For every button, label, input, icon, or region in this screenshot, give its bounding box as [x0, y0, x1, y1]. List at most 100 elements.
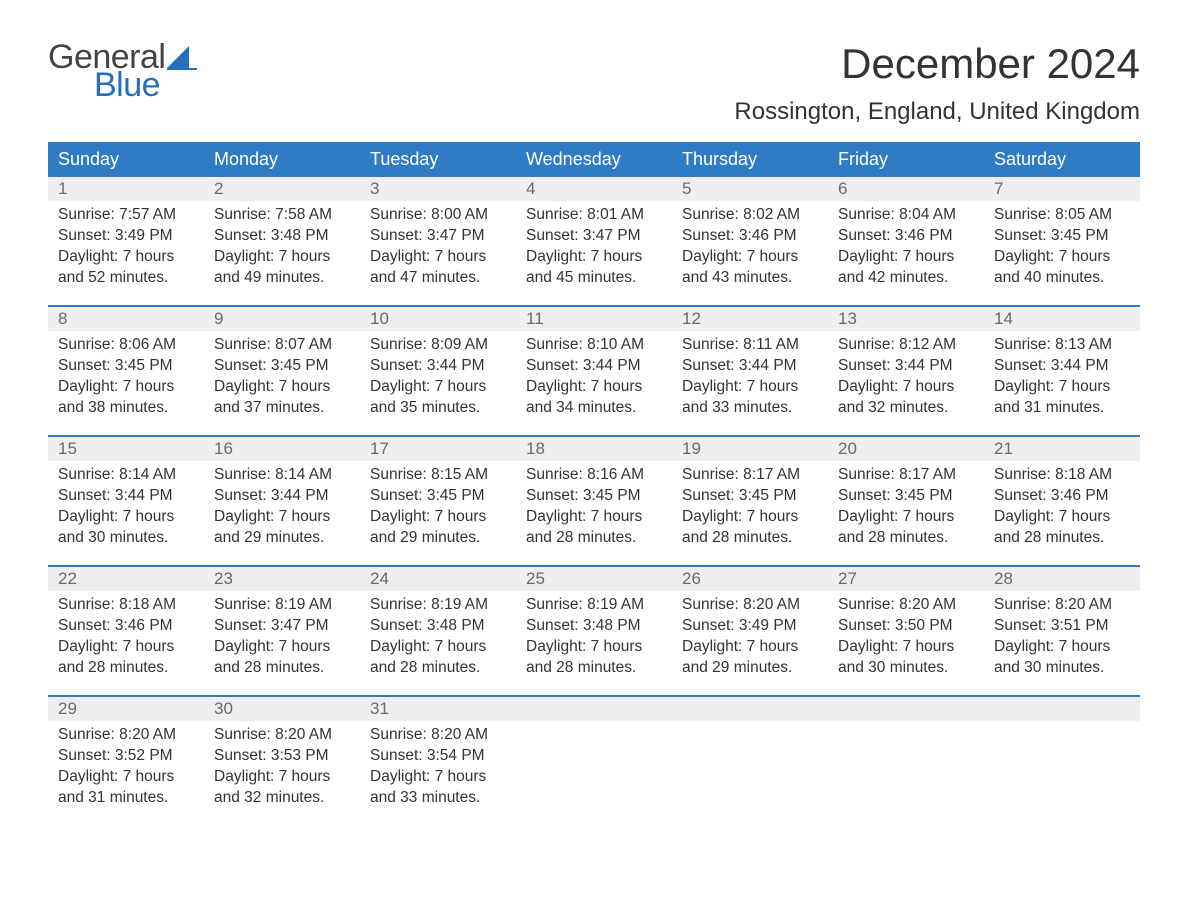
- detail-line: Sunset: 3:44 PM: [838, 356, 974, 377]
- detail-line: Sunset: 3:49 PM: [58, 226, 194, 247]
- detail-line: Sunrise: 8:09 AM: [370, 335, 506, 356]
- week-row: 15Sunrise: 8:14 AMSunset: 3:44 PMDayligh…: [48, 435, 1140, 565]
- day-number: 22: [48, 567, 204, 591]
- day-number: 5: [672, 177, 828, 201]
- detail-line: Daylight: 7 hours: [214, 247, 350, 268]
- day-number: 12: [672, 307, 828, 331]
- day-details: Sunrise: 8:19 AMSunset: 3:48 PMDaylight:…: [516, 591, 672, 679]
- detail-line: and 49 minutes.: [214, 268, 350, 289]
- detail-line: Sunrise: 8:20 AM: [214, 725, 350, 746]
- day-number: [828, 697, 984, 721]
- page-header: General Blue December 2024 Rossington, E…: [48, 40, 1140, 126]
- detail-line: Daylight: 7 hours: [58, 247, 194, 268]
- detail-line: Sunrise: 8:07 AM: [214, 335, 350, 356]
- detail-line: Sunrise: 8:04 AM: [838, 205, 974, 226]
- detail-line: Sunrise: 8:17 AM: [838, 465, 974, 486]
- detail-line: Daylight: 7 hours: [58, 377, 194, 398]
- day-cell: 12Sunrise: 8:11 AMSunset: 3:44 PMDayligh…: [672, 307, 828, 435]
- day-cell: [672, 697, 828, 825]
- day-number: 28: [984, 567, 1140, 591]
- day-cell: 21Sunrise: 8:18 AMSunset: 3:46 PMDayligh…: [984, 437, 1140, 565]
- day-details: Sunrise: 8:13 AMSunset: 3:44 PMDaylight:…: [984, 331, 1140, 419]
- day-cell: 16Sunrise: 8:14 AMSunset: 3:44 PMDayligh…: [204, 437, 360, 565]
- detail-line: Daylight: 7 hours: [214, 767, 350, 788]
- week-row: 8Sunrise: 8:06 AMSunset: 3:45 PMDaylight…: [48, 305, 1140, 435]
- detail-line: Daylight: 7 hours: [682, 507, 818, 528]
- day-number: 26: [672, 567, 828, 591]
- detail-line: Sunset: 3:44 PM: [58, 486, 194, 507]
- day-cell: 6Sunrise: 8:04 AMSunset: 3:46 PMDaylight…: [828, 177, 984, 305]
- detail-line: and 29 minutes.: [682, 658, 818, 679]
- detail-line: Sunrise: 8:19 AM: [370, 595, 506, 616]
- detail-line: and 40 minutes.: [994, 268, 1130, 289]
- detail-line: Sunset: 3:45 PM: [214, 356, 350, 377]
- detail-line: and 33 minutes.: [682, 398, 818, 419]
- detail-line: Sunrise: 8:19 AM: [214, 595, 350, 616]
- day-details: Sunrise: 7:58 AMSunset: 3:48 PMDaylight:…: [204, 201, 360, 289]
- day-cell: 22Sunrise: 8:18 AMSunset: 3:46 PMDayligh…: [48, 567, 204, 695]
- detail-line: Sunset: 3:47 PM: [214, 616, 350, 637]
- day-number: 27: [828, 567, 984, 591]
- detail-line: Sunset: 3:51 PM: [994, 616, 1130, 637]
- day-cell: 9Sunrise: 8:07 AMSunset: 3:45 PMDaylight…: [204, 307, 360, 435]
- day-cell: 27Sunrise: 8:20 AMSunset: 3:50 PMDayligh…: [828, 567, 984, 695]
- day-details: Sunrise: 8:20 AMSunset: 3:52 PMDaylight:…: [48, 721, 204, 809]
- day-details: Sunrise: 8:19 AMSunset: 3:48 PMDaylight:…: [360, 591, 516, 679]
- day-details: Sunrise: 8:06 AMSunset: 3:45 PMDaylight:…: [48, 331, 204, 419]
- detail-line: Sunrise: 8:05 AM: [994, 205, 1130, 226]
- day-cell: [828, 697, 984, 825]
- day-number: 29: [48, 697, 204, 721]
- detail-line: Sunrise: 8:20 AM: [994, 595, 1130, 616]
- day-details: Sunrise: 8:09 AMSunset: 3:44 PMDaylight:…: [360, 331, 516, 419]
- day-cell: 3Sunrise: 8:00 AMSunset: 3:47 PMDaylight…: [360, 177, 516, 305]
- detail-line: and 32 minutes.: [838, 398, 974, 419]
- day-cell: 7Sunrise: 8:05 AMSunset: 3:45 PMDaylight…: [984, 177, 1140, 305]
- day-cell: 30Sunrise: 8:20 AMSunset: 3:53 PMDayligh…: [204, 697, 360, 825]
- detail-line: Sunrise: 8:19 AM: [526, 595, 662, 616]
- week-row: 29Sunrise: 8:20 AMSunset: 3:52 PMDayligh…: [48, 695, 1140, 825]
- week-row: 1Sunrise: 7:57 AMSunset: 3:49 PMDaylight…: [48, 177, 1140, 305]
- detail-line: and 37 minutes.: [214, 398, 350, 419]
- day-number: 1: [48, 177, 204, 201]
- detail-line: Sunrise: 8:18 AM: [994, 465, 1130, 486]
- detail-line: Sunrise: 8:11 AM: [682, 335, 818, 356]
- detail-line: and 43 minutes.: [682, 268, 818, 289]
- detail-line: and 28 minutes.: [994, 528, 1130, 549]
- detail-line: Daylight: 7 hours: [526, 507, 662, 528]
- day-details: Sunrise: 8:07 AMSunset: 3:45 PMDaylight:…: [204, 331, 360, 419]
- detail-line: and 35 minutes.: [370, 398, 506, 419]
- day-number: [984, 697, 1140, 721]
- day-cell: 18Sunrise: 8:16 AMSunset: 3:45 PMDayligh…: [516, 437, 672, 565]
- detail-line: Daylight: 7 hours: [838, 637, 974, 658]
- brand-word2: Blue: [94, 68, 197, 102]
- detail-line: and 28 minutes.: [214, 658, 350, 679]
- day-cell: 11Sunrise: 8:10 AMSunset: 3:44 PMDayligh…: [516, 307, 672, 435]
- detail-line: and 29 minutes.: [370, 528, 506, 549]
- day-number: 16: [204, 437, 360, 461]
- day-cell: [516, 697, 672, 825]
- detail-line: Sunrise: 8:20 AM: [58, 725, 194, 746]
- day-details: Sunrise: 8:05 AMSunset: 3:45 PMDaylight:…: [984, 201, 1140, 289]
- detail-line: Sunset: 3:44 PM: [214, 486, 350, 507]
- detail-line: Sunset: 3:48 PM: [214, 226, 350, 247]
- detail-line: Sunrise: 8:00 AM: [370, 205, 506, 226]
- day-number: 9: [204, 307, 360, 331]
- detail-line: Sunset: 3:54 PM: [370, 746, 506, 767]
- detail-line: Sunset: 3:44 PM: [994, 356, 1130, 377]
- detail-line: Sunset: 3:50 PM: [838, 616, 974, 637]
- detail-line: and 33 minutes.: [370, 788, 506, 809]
- detail-line: and 31 minutes.: [58, 788, 194, 809]
- detail-line: and 30 minutes.: [994, 658, 1130, 679]
- day-number: 21: [984, 437, 1140, 461]
- day-header: Friday: [828, 142, 984, 177]
- detail-line: Sunrise: 8:06 AM: [58, 335, 194, 356]
- detail-line: Sunset: 3:44 PM: [682, 356, 818, 377]
- day-number: 4: [516, 177, 672, 201]
- detail-line: Sunset: 3:45 PM: [838, 486, 974, 507]
- detail-line: Sunset: 3:45 PM: [370, 486, 506, 507]
- day-header-row: Sunday Monday Tuesday Wednesday Thursday…: [48, 142, 1140, 177]
- detail-line: Sunset: 3:44 PM: [526, 356, 662, 377]
- detail-line: Sunset: 3:48 PM: [370, 616, 506, 637]
- day-cell: 29Sunrise: 8:20 AMSunset: 3:52 PMDayligh…: [48, 697, 204, 825]
- detail-line: Daylight: 7 hours: [214, 377, 350, 398]
